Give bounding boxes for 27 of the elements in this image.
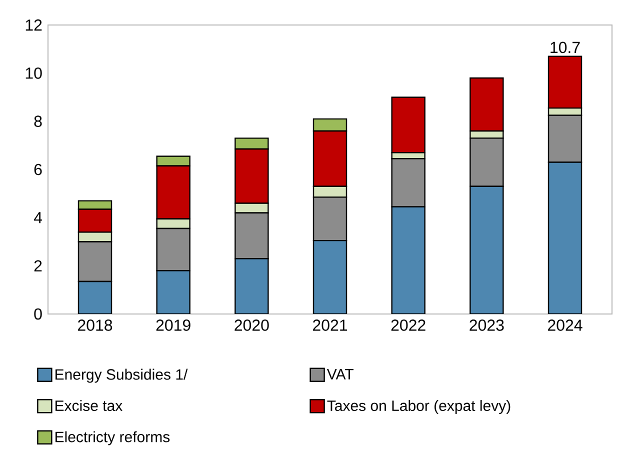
bar	[548, 162, 582, 314]
legend-label: Taxes on Labor (expat levy)	[327, 400, 510, 414]
bar	[156, 270, 190, 314]
x-tick-label: 2019	[156, 320, 190, 331]
legend-label: Energy Subsidies 1/	[56, 368, 188, 383]
y-tick-label: 10	[26, 68, 42, 79]
bar	[78, 280, 112, 314]
y-tick-label: 6	[34, 164, 42, 176]
x-tick-label: 2023	[470, 320, 504, 331]
legend-label: Excise tax	[56, 400, 122, 412]
y-tick-label: 0	[34, 308, 42, 320]
x-tick-label: 2022	[391, 320, 426, 331]
x-tick-label: 2020	[234, 320, 269, 331]
x-tick-label: 2018	[78, 320, 112, 331]
bar	[470, 186, 504, 314]
y-tick-label: 12	[26, 19, 42, 31]
bar	[234, 258, 269, 314]
y-tick-label: 2	[34, 260, 42, 272]
bar	[391, 206, 426, 314]
annotation: 10.7	[550, 42, 580, 54]
y-tick-label: 8	[34, 116, 42, 127]
legend-label: VAT	[326, 369, 354, 380]
legend-label: Electricty reforms	[56, 431, 170, 446]
x-tick-label: 2021	[313, 320, 348, 331]
bar	[312, 240, 348, 314]
y-tick-label: 4	[34, 212, 42, 224]
x-tick-label: 2024	[548, 320, 582, 331]
